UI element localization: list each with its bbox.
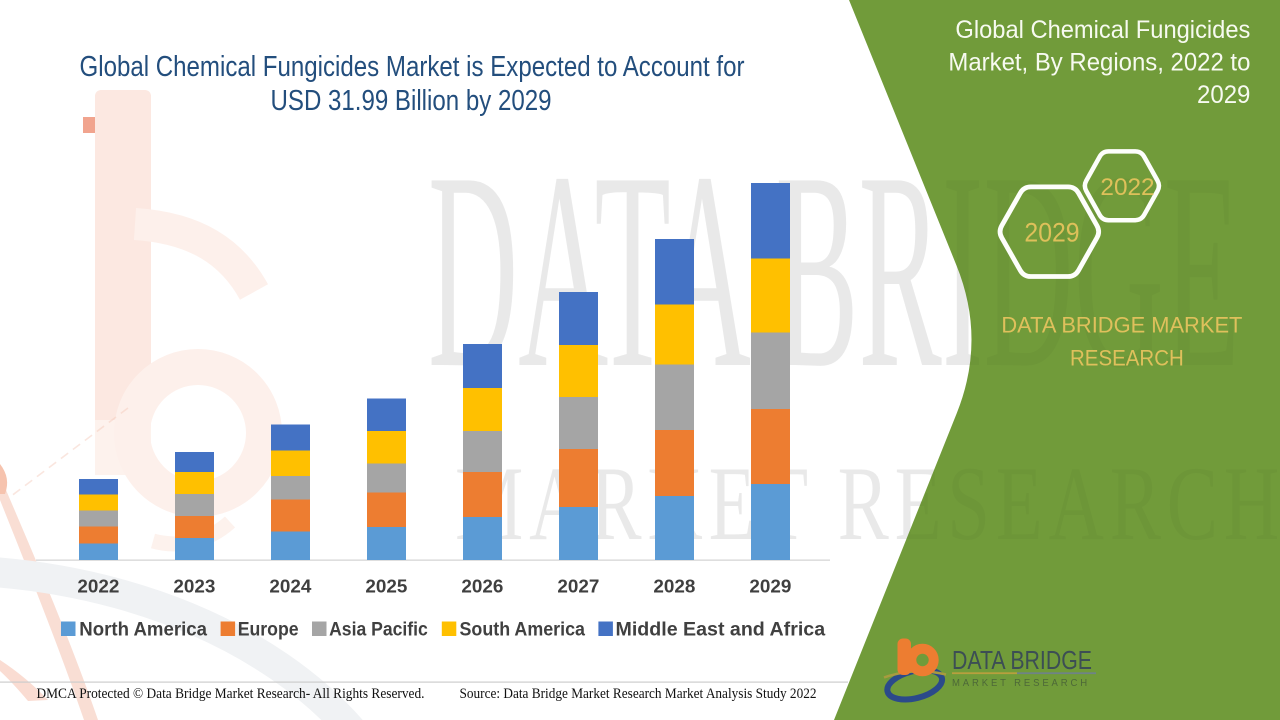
svg-text:MARKET RESEARCH: MARKET RESEARCH xyxy=(952,678,1090,689)
svg-text:South America: South America xyxy=(460,619,586,640)
svg-text:Middle East and Africa: Middle East and Africa xyxy=(616,619,826,640)
svg-text:DATA BRIDGE: DATA BRIDGE xyxy=(952,645,1092,675)
svg-text:Global Chemical Fungicides Mar: Global Chemical Fungicides Market is Exp… xyxy=(80,51,745,83)
svg-text:DATA BRIDGE MARKET: DATA BRIDGE MARKET xyxy=(1001,313,1242,338)
svg-text:2028: 2028 xyxy=(653,576,695,597)
svg-text:2029: 2029 xyxy=(1024,218,1079,248)
svg-text:Source: Data Bridge Market Res: Source: Data Bridge Market Research Mark… xyxy=(460,686,817,702)
svg-text:2027: 2027 xyxy=(557,576,599,597)
svg-text:2025: 2025 xyxy=(365,576,407,597)
svg-text:DATA BRIDGE: DATA BRIDGE xyxy=(428,114,1240,426)
svg-text:Global Chemical Fungicides: Global Chemical Fungicides xyxy=(955,16,1250,44)
svg-text:USD 31.99 Billion by 2029: USD 31.99 Billion by 2029 xyxy=(271,85,552,117)
svg-text:2029: 2029 xyxy=(749,576,791,597)
svg-text:Market, By Regions, 2022 to: Market, By Regions, 2022 to xyxy=(948,48,1250,76)
svg-text:RESEARCH: RESEARCH xyxy=(1070,345,1184,370)
svg-text:2029: 2029 xyxy=(1197,81,1250,109)
svg-text:Asia Pacific: Asia Pacific xyxy=(329,619,428,640)
svg-text:2026: 2026 xyxy=(461,576,503,597)
svg-text:2024: 2024 xyxy=(269,576,312,597)
svg-text:Europe: Europe xyxy=(238,619,299,640)
svg-text:DMCA Protected © Data Bridge M: DMCA Protected © Data Bridge Market Rese… xyxy=(37,686,425,702)
svg-text:2022: 2022 xyxy=(1100,174,1154,201)
svg-text:2022: 2022 xyxy=(77,576,119,597)
svg-text:North America: North America xyxy=(79,619,207,640)
svg-text:2023: 2023 xyxy=(173,576,215,597)
